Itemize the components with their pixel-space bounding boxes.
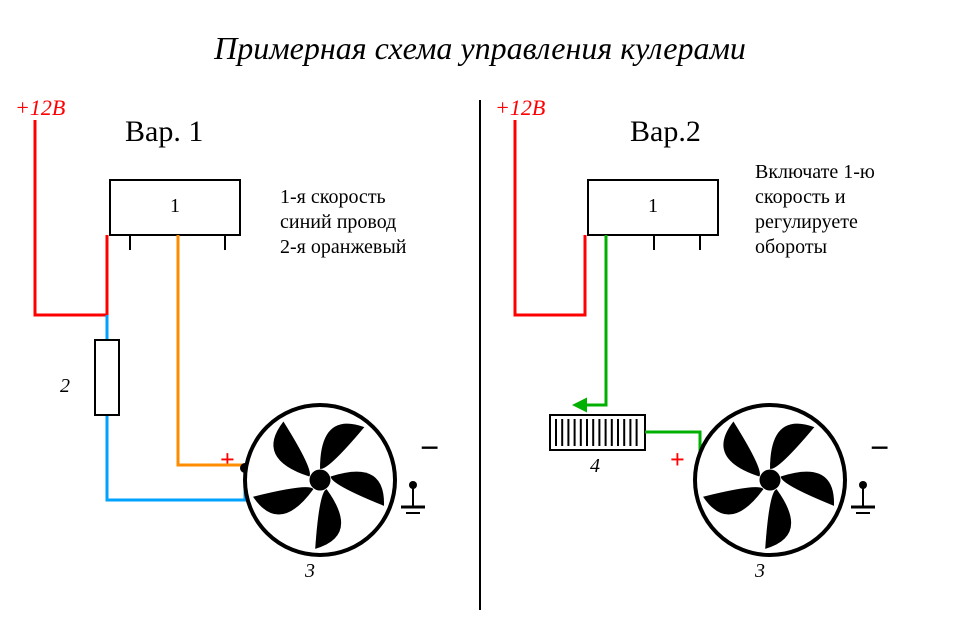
v1-resistor-num: 2 — [60, 375, 70, 398]
v1-fan-num: 3 — [305, 560, 315, 583]
v2-note-line4: обороты — [755, 235, 875, 260]
v2-note-line1: Включате 1-ю — [755, 160, 875, 185]
v1-minus: − — [420, 430, 439, 468]
variant2-label: Вар.2 — [630, 115, 701, 149]
v2-note-line3: регулируете — [755, 210, 875, 235]
variant1-label: Вар. 1 — [125, 115, 203, 149]
variant2-note: Включате 1-ю скорость и регулируете обор… — [755, 160, 875, 260]
v2-reg-num: 4 — [590, 455, 600, 478]
v2-fan-num: 3 — [755, 560, 765, 583]
diagram-title: Примерная схема управления кулерами — [0, 30, 960, 67]
v2-note-line2: скорость и — [755, 185, 875, 210]
v1-note-line2: синий провод — [280, 210, 406, 235]
voltage-label-v1: +12В — [15, 95, 65, 121]
v2-relay-num: 1 — [648, 195, 658, 218]
v1-relay-num: 1 — [170, 195, 180, 218]
v1-note-line3: 2-я оранжевый — [280, 235, 406, 260]
v2-minus: − — [870, 430, 889, 468]
voltage-label-v2: +12В — [495, 95, 545, 121]
v1-plus: + — [220, 445, 235, 475]
v1-note-line1: 1-я скорость — [280, 185, 406, 210]
v2-plus: + — [670, 445, 685, 475]
variant1-note: 1-я скорость синий провод 2-я оранжевый — [280, 185, 406, 260]
diagram-svg — [0, 0, 960, 617]
